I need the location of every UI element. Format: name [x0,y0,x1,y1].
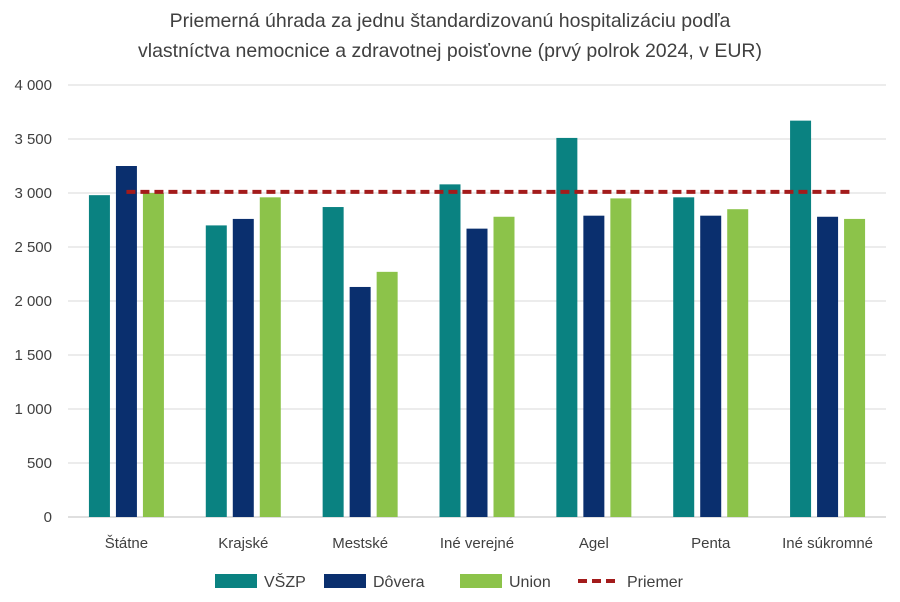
chart-title: Priemerná úhrada za jednu štandardizovan… [0,6,900,66]
legend-label: Union [509,574,551,591]
legend-label: VŠZP [264,572,306,591]
legend-label: Priemer [627,574,684,591]
chart-title-line-1: Priemerná úhrada za jednu štandardizovan… [169,10,731,32]
legend-label: Dôvera [373,574,425,591]
bar-všzp-4 [556,137,578,518]
bar-dôvera-0 [115,166,137,517]
x-tick-label: Štátne [105,535,148,552]
bar-union-2 [376,271,398,517]
bar-union-1 [259,197,281,517]
bar-všzp-5 [673,197,695,517]
x-tick-label: Krajské [218,535,268,552]
bar-dôvera-3 [466,228,488,517]
y-tick-label: 3 000 [14,185,52,202]
bar-union-4 [610,198,632,517]
y-tick-label: 500 [27,455,52,472]
y-tick-label: 1 500 [14,347,52,364]
legend-swatch-2 [460,574,502,588]
bar-dôvera-2 [349,286,371,517]
y-tick-label: 2 500 [14,239,52,256]
y-tick-label: 0 [44,509,52,526]
x-tick-label: Penta [691,535,731,552]
bar-všzp-0 [88,195,110,517]
bar-dôvera-5 [700,215,722,517]
bar-všzp-2 [322,207,344,518]
bar-union-0 [142,193,164,517]
y-tick-label: 2 000 [14,293,52,310]
legend-swatch-0 [215,574,257,588]
bar-union-5 [727,209,749,517]
chart-title-line-2: vlastníctva nemocnice a zdravotnej poisť… [137,40,763,62]
bar-dôvera-1 [232,218,254,518]
bar-všzp-6 [790,120,812,517]
bar-union-3 [493,216,515,517]
bar-všzp-3 [439,184,461,518]
y-tick-label: 3 500 [14,131,52,148]
x-tick-label: Agel [579,535,609,552]
y-tick-label: 4 000 [14,77,52,94]
x-tick-label: Mestské [332,535,388,552]
y-tick-label: 1 000 [14,401,52,418]
bar-dôvera-6 [817,216,839,517]
legend-swatch-1 [324,574,366,588]
bar-dôvera-4 [583,215,605,517]
x-tick-label: Iné súkromné [782,535,873,552]
bar-union-6 [844,218,866,518]
bar-všzp-1 [205,225,227,517]
x-tick-label: Iné verejné [440,535,514,552]
